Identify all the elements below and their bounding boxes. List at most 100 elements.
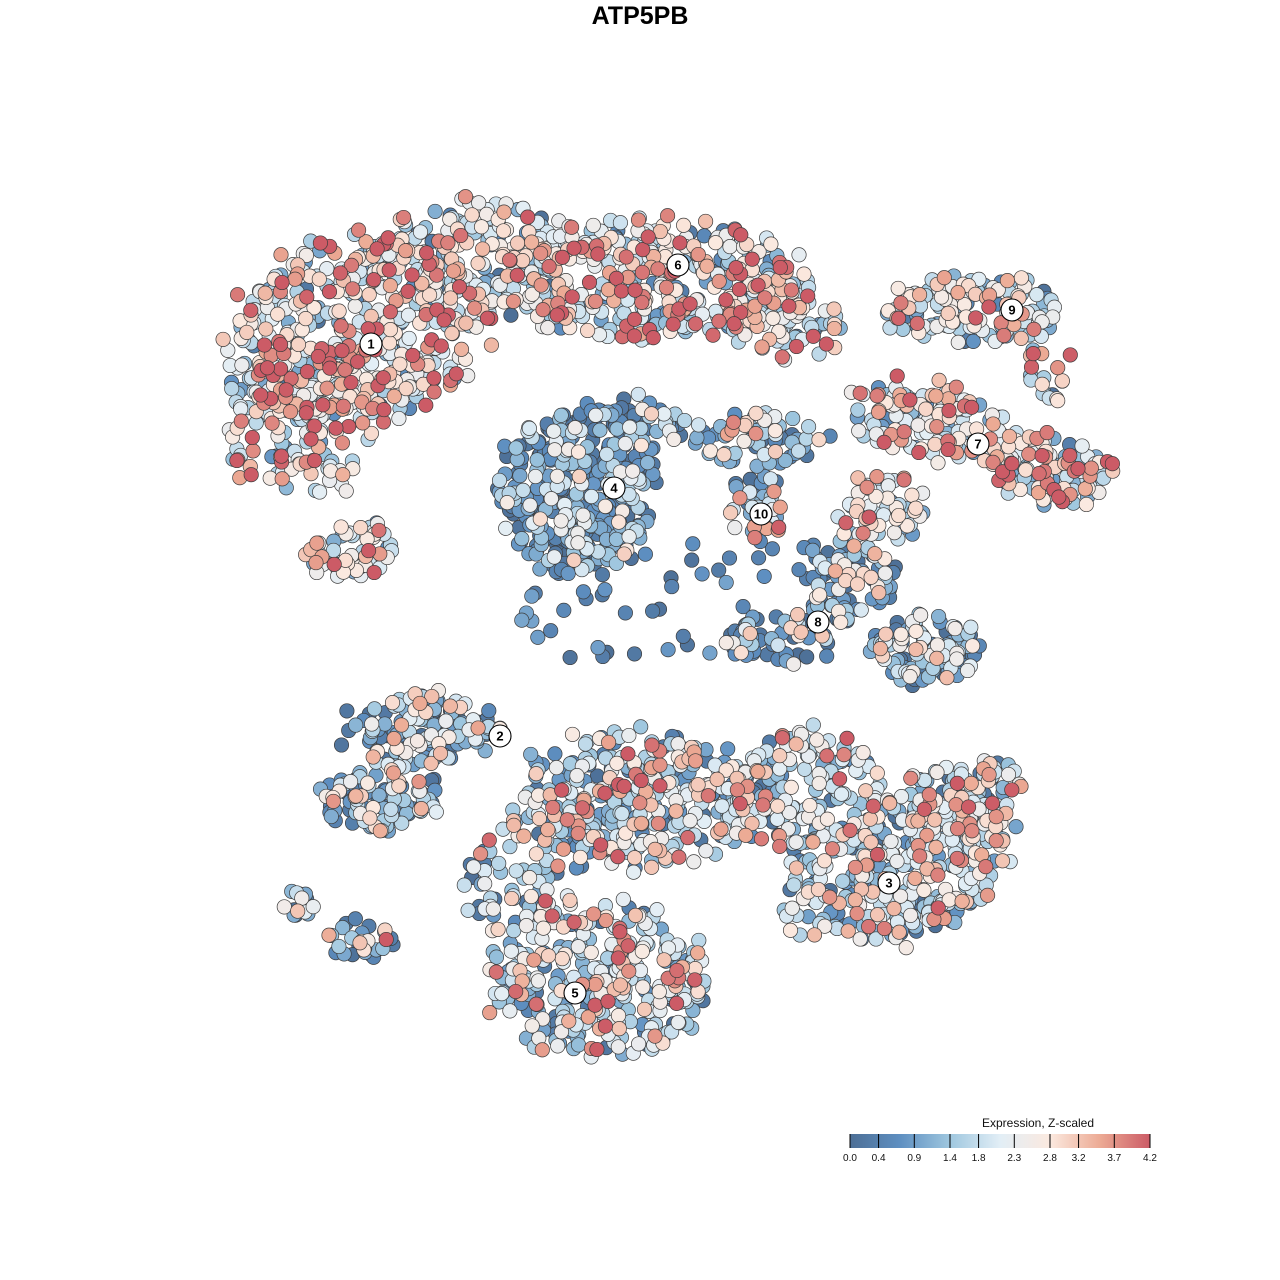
cell-point <box>853 602 869 618</box>
cell-point <box>728 260 744 276</box>
cell-point <box>772 838 788 854</box>
cell-point <box>550 1038 566 1054</box>
cell-point <box>383 801 399 817</box>
cell-point <box>763 471 779 487</box>
cell-point <box>298 405 314 421</box>
cell-point <box>534 1042 550 1058</box>
cell-point <box>889 853 905 869</box>
cell-point <box>649 902 665 918</box>
cell-point <box>904 487 920 503</box>
cell-point <box>826 320 842 337</box>
cell-point <box>475 241 491 257</box>
cell-point <box>1078 496 1094 513</box>
cell-point <box>632 795 648 811</box>
cell-point <box>585 217 601 233</box>
cell-point <box>259 360 275 376</box>
cell-point <box>351 222 367 238</box>
cell-point <box>961 799 977 815</box>
cell-point <box>788 338 805 355</box>
cell-point <box>583 944 599 961</box>
cell-point <box>870 907 886 923</box>
cell-point <box>597 582 613 598</box>
cell-point <box>643 406 660 422</box>
cell-point <box>833 786 850 802</box>
cell-point <box>530 973 546 989</box>
cell-point <box>575 584 591 600</box>
cell-point <box>781 298 797 314</box>
cell-point <box>369 241 385 257</box>
color-legend: Expression, Z-scaled 0.0 0.4 0.9 1.4 1.8 2.3 2.… <box>843 1116 1157 1164</box>
cell-point <box>545 799 561 816</box>
cell-point <box>744 251 760 267</box>
cell-point <box>328 420 344 436</box>
cell-point <box>617 605 633 621</box>
cell-point <box>996 327 1012 344</box>
cell-point <box>702 443 718 459</box>
cell-point <box>634 943 650 960</box>
cell-point <box>902 669 918 685</box>
cell-point <box>965 333 981 349</box>
cell-point <box>727 520 743 536</box>
cell-point <box>664 579 680 595</box>
cell-point <box>273 247 289 263</box>
cell-point <box>633 815 649 831</box>
cell-point <box>729 782 745 798</box>
cell-point <box>806 927 823 943</box>
cell-point <box>985 416 1001 432</box>
cell-point <box>893 295 909 311</box>
cell-point <box>936 270 952 286</box>
cell-point <box>456 877 472 893</box>
cell-point <box>413 801 429 817</box>
cell-point <box>335 467 351 483</box>
cell-point <box>543 623 559 639</box>
cell-point <box>764 541 780 557</box>
cell-point <box>954 893 970 909</box>
cell-point <box>725 414 742 430</box>
cell-point <box>381 262 397 278</box>
cell-point <box>668 803 684 819</box>
cell-point <box>898 940 914 956</box>
cell-point <box>833 614 849 630</box>
cell-point <box>627 850 643 866</box>
cell-point <box>418 397 434 413</box>
cell-point <box>593 837 609 853</box>
cell-point <box>786 656 802 672</box>
cell-point <box>819 648 835 664</box>
cluster-label: 3 <box>877 871 901 895</box>
cell-point <box>364 716 380 732</box>
cell-point <box>994 853 1011 869</box>
cell-point <box>893 626 909 642</box>
cell-point <box>772 259 788 276</box>
cell-point <box>592 422 608 438</box>
cell-point <box>502 252 518 268</box>
cell-point <box>580 322 596 339</box>
cell-point <box>391 778 407 794</box>
cell-point <box>612 977 628 993</box>
cell-point <box>567 420 583 436</box>
cell-point <box>672 235 688 251</box>
cell-point <box>409 733 426 749</box>
cell-point <box>583 488 600 505</box>
cell-point <box>1034 448 1050 464</box>
cell-point <box>503 307 519 323</box>
cell-point <box>233 413 249 429</box>
cell-point <box>754 339 770 355</box>
cell-point <box>506 817 522 833</box>
cell-point <box>929 637 946 653</box>
cell-point <box>319 380 335 396</box>
cluster-label: 1 <box>359 332 383 356</box>
cell-point <box>510 235 526 251</box>
cell-point <box>891 924 907 940</box>
cell-point <box>783 779 799 795</box>
cell-point <box>495 223 512 239</box>
cell-point <box>588 407 604 423</box>
cell-point <box>877 565 893 581</box>
cell-point <box>711 273 727 289</box>
cell-point <box>382 322 398 338</box>
cell-point <box>927 436 943 452</box>
cell-point <box>890 280 906 296</box>
cell-point <box>488 964 504 980</box>
cell-point <box>782 922 799 938</box>
cell-point <box>791 443 807 459</box>
cell-point <box>1001 428 1018 444</box>
